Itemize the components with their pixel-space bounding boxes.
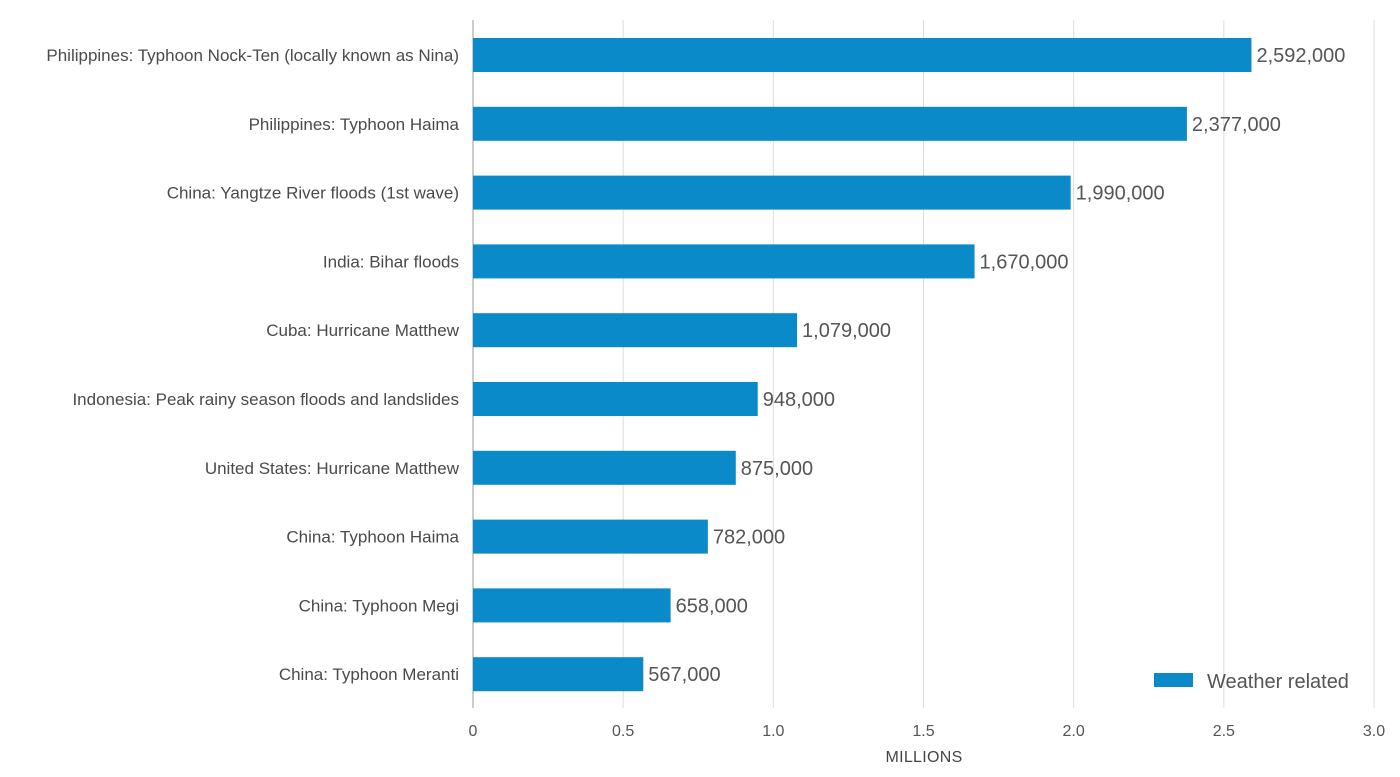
bar (473, 519, 708, 554)
bar (473, 588, 671, 623)
x-axis-title: MILLIONS (885, 749, 962, 766)
category-label: China: Typhoon Megi (299, 596, 459, 615)
category-label: Philippines: Typhoon Haima (249, 115, 460, 134)
x-tick-label: 0 (469, 723, 478, 740)
value-labels: 2,592,000 2,377,000 1,990,000 1,670,000 1,07… (648, 45, 1345, 686)
category-label: Indonesia: Peak rainy season floods and … (72, 390, 459, 409)
category-label: China: Yangtze River floods (1st wave) (167, 184, 459, 203)
category-label: Philippines: Typhoon Nock-Ten (locally k… (46, 46, 459, 65)
bar (473, 382, 758, 416)
value-label: 2,377,000 (1192, 114, 1281, 136)
bar (473, 313, 798, 348)
bar (473, 657, 644, 692)
category-label: Cuba: Hurricane Matthew (266, 321, 459, 340)
x-tick-label: 3.0 (1363, 723, 1385, 740)
legend-label: Weather related (1207, 671, 1349, 693)
value-label: 2,592,000 (1256, 45, 1345, 67)
category-label: India: Bihar floods (323, 252, 459, 271)
bar (473, 38, 1252, 72)
value-label: 567,000 (648, 664, 720, 686)
category-label: China: Typhoon Haima (286, 528, 459, 547)
x-tick-label: 1.0 (762, 723, 784, 740)
category-label: United States: Hurricane Matthew (205, 459, 460, 478)
value-label: 1,079,000 (802, 320, 891, 342)
bar (473, 244, 975, 279)
legend: Weather related (1154, 671, 1349, 693)
x-tick-label: 1.5 (912, 723, 934, 740)
category-label: China: Typhoon Meranti (279, 665, 459, 684)
value-label: 782,000 (713, 527, 785, 549)
bars (473, 38, 1252, 692)
value-label: 1,990,000 (1076, 183, 1165, 205)
x-tick-label: 2.0 (1063, 723, 1085, 740)
bar (473, 106, 1187, 141)
bar (473, 175, 1071, 210)
value-label: 948,000 (763, 389, 835, 411)
x-tick-label: 0.5 (612, 723, 634, 740)
category-labels: Philippines: Typhoon Nock-Ten (locally k… (46, 46, 459, 684)
x-axis-ticks: 0 0.5 1.0 1.5 2.0 2.5 3.0 (469, 723, 1386, 740)
value-label: 875,000 (741, 458, 813, 480)
value-label: 658,000 (676, 595, 748, 617)
x-tick-label: 2.5 (1213, 723, 1235, 740)
value-label: 1,670,000 (980, 251, 1069, 273)
legend-swatch (1154, 673, 1193, 687)
bar (473, 450, 736, 485)
